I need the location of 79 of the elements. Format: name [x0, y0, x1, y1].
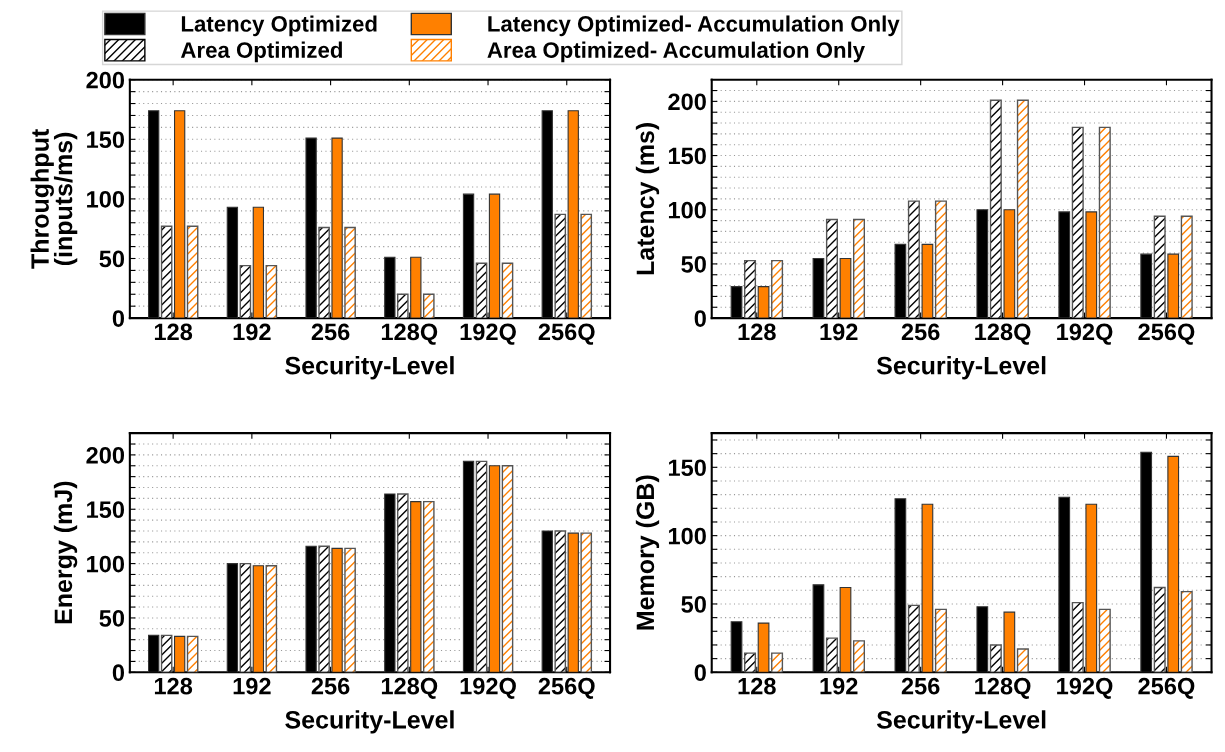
y-axis-title: Latency (ms): [635, 123, 660, 275]
x-tick-label: 256: [311, 677, 350, 695]
x-tick-label: 128Q: [381, 677, 438, 699]
legend-label: Latency Optimized: [181, 15, 377, 37]
bar: [252, 565, 265, 673]
legend-label: Latency Optimized- Accumulation Only: [488, 15, 900, 37]
x-axis-title: Security-Level: [876, 710, 1046, 734]
x-axis-title: Security-Level: [285, 710, 454, 734]
y-axis-title: Energy (mJ): [53, 481, 78, 624]
y-tick-label: 150: [87, 131, 125, 149]
legend-label: Area Optimized: [180, 41, 342, 63]
x-tick-label: 256Q: [538, 677, 595, 699]
bar: [488, 193, 501, 319]
x-tick-label: 256: [901, 323, 940, 341]
y-tick-label: 100: [668, 201, 706, 219]
bar: [839, 257, 852, 319]
x-tick-label: 128: [738, 323, 776, 341]
x-tick-label: 256: [901, 677, 940, 695]
bar: [331, 137, 343, 319]
bar: [173, 635, 186, 673]
y-tick-label: 200: [668, 93, 706, 111]
x-tick-label: 256Q: [538, 323, 595, 345]
y-tick-label: 150: [668, 147, 706, 165]
y-tick-label: 0: [694, 664, 706, 682]
bar: [567, 532, 579, 673]
bar: [757, 622, 770, 673]
x-tick-label: 192Q: [1057, 323, 1113, 345]
y-tick-label: 100: [668, 527, 706, 545]
bar: [410, 501, 422, 673]
x-tick-label: 128Q: [975, 677, 1031, 699]
y-axis-title: Memory (GB): [635, 475, 660, 630]
bar: [1003, 611, 1016, 673]
y-tick-label: 100: [87, 555, 125, 573]
y-axis-title: Throughput (inputs/ms): [30, 129, 78, 269]
x-tick-label: 192: [820, 677, 858, 695]
bar: [173, 110, 186, 319]
y-tick-label: 0: [112, 664, 125, 682]
x-tick-label: 192Q: [1057, 677, 1113, 699]
y-tick-label: 50: [681, 255, 706, 273]
x-tick-label: 192: [233, 677, 271, 695]
bar: [331, 547, 343, 673]
y-tick-label: 0: [112, 310, 125, 327]
y-tick-label: 50: [99, 610, 125, 627]
bar: [757, 286, 770, 319]
y-tick-label: 0: [694, 310, 706, 327]
x-tick-label: 256: [311, 323, 350, 341]
x-tick-label: 128Q: [381, 323, 438, 345]
y-tick-label: 100: [87, 190, 125, 208]
y-tick-label: 200: [86, 71, 125, 89]
y-tick-label: 50: [99, 250, 125, 268]
bar: [567, 110, 579, 319]
bar: [1003, 209, 1016, 319]
bar: [488, 465, 501, 673]
y-tick-label: 150: [87, 501, 125, 519]
legend-label: Area Optimized- Accumulation Only: [487, 41, 865, 63]
x-tick-label: 192: [233, 323, 271, 341]
y-tick-label: 150: [668, 459, 706, 477]
x-tick-label: 256Q: [1138, 323, 1195, 345]
y-tick-label: 50: [681, 596, 706, 613]
x-axis-title: Security-Level: [876, 356, 1046, 380]
x-tick-label: 128: [154, 323, 193, 341]
bar: [1167, 253, 1180, 319]
x-tick-label: 192Q: [460, 677, 516, 699]
bar: [921, 503, 934, 673]
x-tick-label: 192: [820, 323, 858, 341]
bar: [1167, 455, 1180, 673]
bar: [252, 206, 265, 319]
y-tick-label: 200: [86, 446, 125, 464]
x-tick-label: 128: [154, 677, 193, 695]
bar: [1085, 503, 1098, 673]
bar: [1085, 211, 1098, 319]
x-tick-label: 128Q: [975, 323, 1031, 345]
x-tick-label: 256Q: [1138, 677, 1195, 699]
x-axis-title: Security-Level: [285, 356, 454, 380]
bar: [410, 256, 422, 319]
bar: [921, 243, 934, 319]
x-tick-label: 192Q: [460, 323, 516, 345]
bar: [839, 587, 852, 673]
x-tick-label: 128: [738, 677, 776, 695]
